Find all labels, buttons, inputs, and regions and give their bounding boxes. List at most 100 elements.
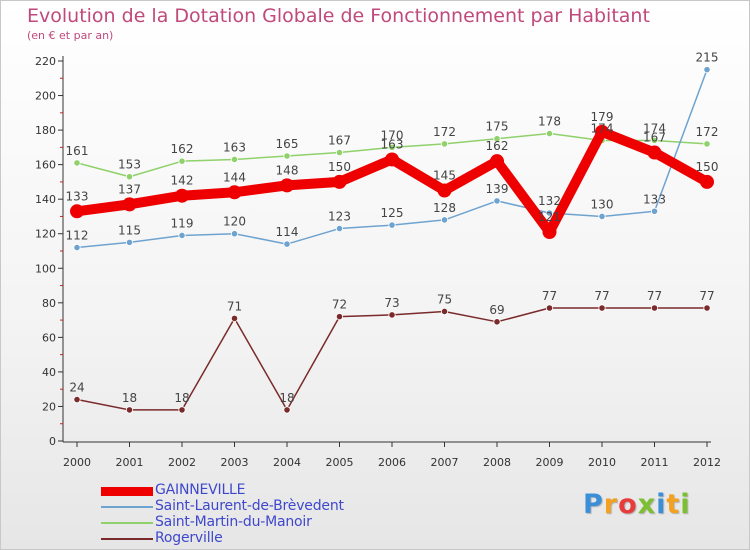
data-label: 172 [696, 125, 719, 139]
x-tick-label: 2003 [221, 456, 249, 469]
logo-letter: t [666, 489, 681, 520]
data-point [545, 209, 554, 217]
data-point [283, 240, 291, 248]
chart-subtitle: (en € et par an) [27, 29, 114, 42]
data-label: 178 [538, 115, 561, 129]
data-point [385, 152, 399, 167]
data-point [73, 395, 81, 404]
y-tick-label: 120 [35, 228, 56, 241]
data-point [73, 243, 81, 252]
logo-letter: x [637, 489, 657, 520]
legend-label-saint-laurent: Saint-Laurent-de-Brèvedent [155, 498, 344, 514]
data-point [73, 159, 81, 167]
data-point [230, 230, 239, 238]
data-point [650, 207, 659, 215]
x-tick-label: 2012 [693, 456, 721, 469]
data-point [650, 136, 659, 145]
data-label: 162 [171, 142, 194, 156]
data-label: 133 [66, 189, 89, 203]
data-point [542, 225, 557, 239]
proxiti-logo: Proxiti [583, 489, 691, 520]
data-label: 161 [66, 144, 89, 158]
data-label: 18 [279, 391, 294, 405]
data-label: 119 [171, 216, 194, 230]
data-point [703, 304, 711, 312]
data-label: 144 [223, 170, 246, 184]
data-point [493, 197, 501, 205]
data-point [440, 140, 449, 148]
data-label: 77 [542, 289, 557, 303]
data-point [283, 152, 291, 160]
data-point [388, 143, 396, 151]
data-point [230, 155, 239, 164]
data-point [125, 406, 134, 414]
y-tick-label: 220 [35, 55, 56, 68]
series-line-3 [76, 307, 708, 411]
data-point [490, 154, 504, 169]
data-point [703, 140, 711, 148]
data-point [175, 188, 189, 203]
data-label: 112 [66, 229, 89, 243]
x-tick-label: 2006 [378, 456, 406, 469]
legend-swatch-rogerville [101, 538, 153, 540]
data-point [283, 406, 291, 414]
logo-letter: r [603, 489, 619, 520]
data-point [440, 216, 449, 224]
chart-title: Evolution de la Dotation Globale de Fonc… [27, 5, 650, 27]
data-point [388, 221, 396, 229]
x-tick-label: 2007 [431, 456, 459, 469]
data-label: 133 [643, 192, 666, 206]
data-label: 150 [696, 160, 719, 174]
data-label: 174 [591, 121, 614, 135]
logo-letter: i [656, 489, 667, 520]
data-label: 115 [118, 223, 141, 237]
legend-label-rogerville: Rogerville [155, 530, 223, 546]
data-label: 77 [647, 289, 662, 303]
data-point [437, 183, 452, 198]
data-label: 73 [384, 296, 399, 310]
data-point [70, 204, 84, 219]
logo-letter: P [583, 489, 604, 520]
data-label: 125 [381, 206, 404, 220]
data-label: 174 [643, 121, 666, 135]
x-tick-label: 2000 [63, 456, 91, 469]
x-tick-label: 2001 [116, 456, 144, 469]
data-label: 121 [538, 210, 561, 224]
data-label: 128 [433, 201, 456, 215]
data-point [280, 178, 294, 193]
data-label: 165 [276, 137, 299, 151]
data-label: 142 [171, 174, 194, 188]
data-label: 71 [227, 299, 242, 313]
data-label: 137 [118, 182, 141, 196]
data-label: 132 [538, 194, 561, 208]
y-tick-label: 200 [35, 90, 56, 103]
data-label: 170 [381, 128, 404, 142]
x-tick-label: 2002 [168, 456, 196, 469]
data-point [595, 124, 609, 139]
y-tick-label: 100 [35, 262, 56, 275]
data-label: 179 [591, 110, 614, 124]
data-point [178, 231, 186, 240]
data-point [335, 148, 344, 157]
x-tick-label: 2010 [588, 456, 616, 469]
data-point [332, 174, 347, 189]
data-label: 163 [223, 140, 246, 154]
legend-label-gainneville: GAINNEVILLE [155, 482, 246, 498]
data-label: 72 [332, 298, 347, 312]
data-point [125, 173, 134, 181]
data-point [122, 197, 137, 212]
data-label: 153 [118, 158, 141, 172]
data-label: 69 [489, 303, 504, 317]
data-point [335, 313, 344, 321]
data-label: 148 [276, 163, 299, 177]
data-point [125, 238, 134, 246]
x-tick-label: 2009 [536, 456, 564, 469]
data-point [700, 174, 714, 189]
data-point [493, 318, 501, 326]
data-label: 18 [174, 391, 189, 405]
x-tick-label: 2004 [273, 456, 301, 469]
data-point [178, 406, 186, 414]
logo-letter: o [618, 489, 638, 520]
